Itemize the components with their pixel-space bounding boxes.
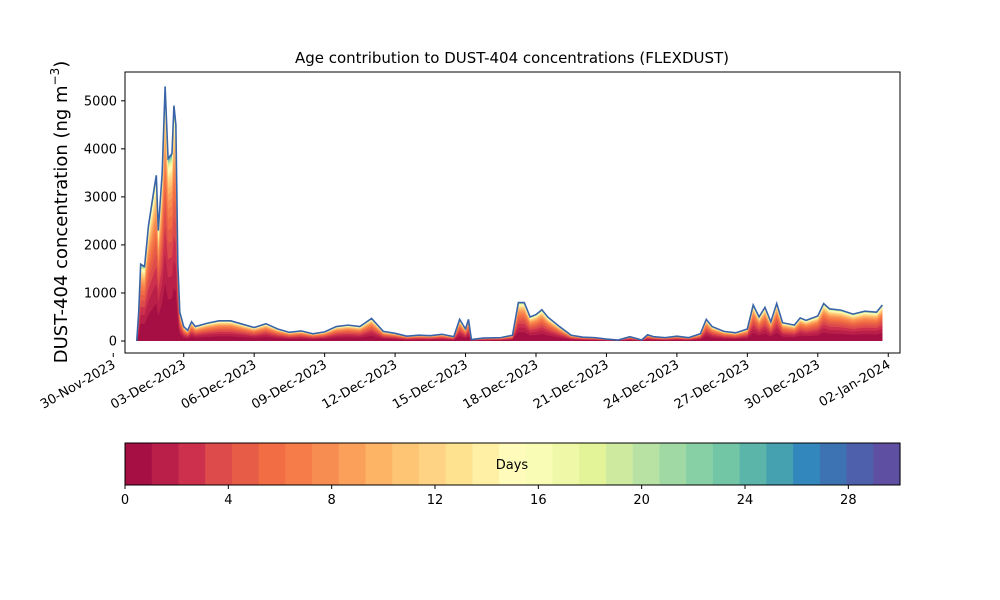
colorbar-segment bbox=[365, 443, 393, 485]
colorbar-segment bbox=[766, 443, 794, 485]
age-band-area-8 bbox=[136, 136, 883, 341]
x-tick-label: 30-Nov-2023 bbox=[38, 357, 118, 412]
y-axis-label-exponent: −3 bbox=[48, 68, 62, 86]
colorbar-segment bbox=[285, 443, 313, 485]
colorbar-tick-label: 4 bbox=[224, 493, 232, 508]
age-band-area-13 bbox=[136, 107, 883, 341]
age-band-area-14 bbox=[136, 103, 883, 341]
x-tick-label: 03-Dec-2023 bbox=[108, 357, 188, 412]
colorbar-segment bbox=[151, 443, 180, 485]
age-band-area-26 bbox=[136, 87, 883, 341]
y-tick-label: 2000 bbox=[84, 238, 117, 253]
x-tick-label: 12-Dec-2023 bbox=[320, 357, 400, 412]
x-tick-label: 18-Dec-2023 bbox=[461, 357, 541, 412]
colorbar-segment bbox=[525, 443, 554, 485]
colorbar-label: Days bbox=[496, 458, 529, 473]
x-tick-label: 02-Jan-2024 bbox=[817, 357, 894, 410]
plot-frame bbox=[124, 71, 901, 354]
x-tick-label: 21-Dec-2023 bbox=[531, 357, 611, 412]
colorbar-segment bbox=[205, 443, 233, 485]
colorbar-segment bbox=[231, 443, 260, 485]
y-tick-label: 5000 bbox=[84, 94, 117, 109]
age-band-area-19 bbox=[136, 92, 883, 341]
colorbar-tick-label: 12 bbox=[427, 493, 444, 508]
colorbar-tick-label: 20 bbox=[633, 493, 650, 508]
colorbar-segment bbox=[632, 443, 661, 485]
age-band-area-12 bbox=[136, 111, 883, 341]
colorbar-segment bbox=[178, 443, 206, 485]
age-band-area-23 bbox=[136, 88, 883, 341]
age-band-area-18 bbox=[136, 94, 883, 341]
colorbar-segment bbox=[606, 443, 634, 485]
x-tick-label: 27-Dec-2023 bbox=[672, 357, 752, 412]
colorbar-segment bbox=[686, 443, 714, 485]
colorbar bbox=[125, 443, 901, 485]
colorbar-segment bbox=[712, 443, 741, 485]
x-tick-label: 09-Dec-2023 bbox=[249, 357, 329, 412]
age-band-area-10 bbox=[136, 122, 883, 341]
x-tick-label: 15-Dec-2023 bbox=[390, 357, 470, 412]
age-band-area-5 bbox=[136, 170, 883, 341]
chart-title: Age contribution to DUST-404 concentrati… bbox=[295, 49, 729, 67]
x-axis: 30-Nov-202303-Dec-202306-Dec-202309-Dec-… bbox=[38, 353, 893, 413]
colorbar-tick-label: 0 bbox=[121, 493, 129, 508]
age-band-area-27 bbox=[136, 86, 883, 341]
age-band-area-15 bbox=[136, 100, 883, 341]
age-band-area-9 bbox=[136, 128, 883, 341]
colorbar-tick-label: 24 bbox=[737, 493, 754, 508]
age-band-area-6 bbox=[136, 157, 883, 341]
age-band-area-21 bbox=[136, 90, 883, 341]
total-concentration-line bbox=[135, 86, 884, 342]
age-band-area-25 bbox=[136, 87, 883, 341]
y-tick-label: 4000 bbox=[84, 142, 117, 157]
colorbar-segment bbox=[258, 443, 286, 485]
x-tick-label: 06-Dec-2023 bbox=[179, 357, 259, 412]
colorbar-frame bbox=[124, 442, 901, 486]
colorbar-segment bbox=[739, 443, 767, 485]
colorbar-tick-label: 8 bbox=[328, 493, 336, 508]
colorbar-tick-label: 28 bbox=[840, 493, 857, 508]
age-band-area-16 bbox=[136, 98, 883, 341]
colorbar-segment bbox=[312, 443, 340, 485]
age-band-area-4 bbox=[136, 186, 883, 341]
age-band-area-11 bbox=[136, 116, 883, 341]
colorbar-axis: 0 4 8 12 16 20 24 28 bbox=[121, 485, 857, 508]
y-tick-label: 0 bbox=[109, 334, 117, 349]
y-axis-label-main: DUST-404 concentration (ng m bbox=[51, 85, 72, 363]
colorbar-segment bbox=[552, 443, 580, 485]
y-axis: 0 1000 2000 3000 4000 5000 bbox=[84, 94, 125, 349]
colorbar-segment bbox=[418, 443, 447, 485]
colorbar-segment bbox=[338, 443, 367, 485]
colorbar-segment bbox=[873, 443, 901, 485]
age-band-area-20 bbox=[136, 91, 883, 341]
y-axis-label-close: ) bbox=[51, 61, 72, 68]
plot-area bbox=[135, 86, 884, 342]
colorbar-segment bbox=[579, 443, 607, 485]
x-tick-label: 30-Dec-2023 bbox=[742, 357, 822, 412]
colorbar-segment bbox=[125, 443, 153, 485]
age-band-area-28 bbox=[136, 86, 883, 341]
age-band-area-17 bbox=[136, 96, 883, 341]
colorbar-segment bbox=[472, 443, 500, 485]
age-band-area-7 bbox=[136, 146, 883, 341]
y-tick-label: 1000 bbox=[84, 286, 117, 301]
colorbar-segment bbox=[793, 443, 821, 485]
colorbar-tick-label: 16 bbox=[530, 493, 547, 508]
colorbar-segment bbox=[445, 443, 474, 485]
age-band-area-24 bbox=[136, 88, 883, 341]
y-axis-label: DUST-404 concentration (ng m−3) bbox=[48, 61, 72, 364]
colorbar-segment bbox=[819, 443, 848, 485]
y-tick-label: 3000 bbox=[84, 190, 117, 205]
colorbar-segment bbox=[392, 443, 420, 485]
x-tick-label: 24-Dec-2023 bbox=[601, 357, 681, 412]
age-band-area-22 bbox=[136, 89, 883, 341]
colorbar-segment bbox=[659, 443, 687, 485]
colorbar-segment bbox=[499, 443, 527, 485]
colorbar-segment bbox=[846, 443, 874, 485]
